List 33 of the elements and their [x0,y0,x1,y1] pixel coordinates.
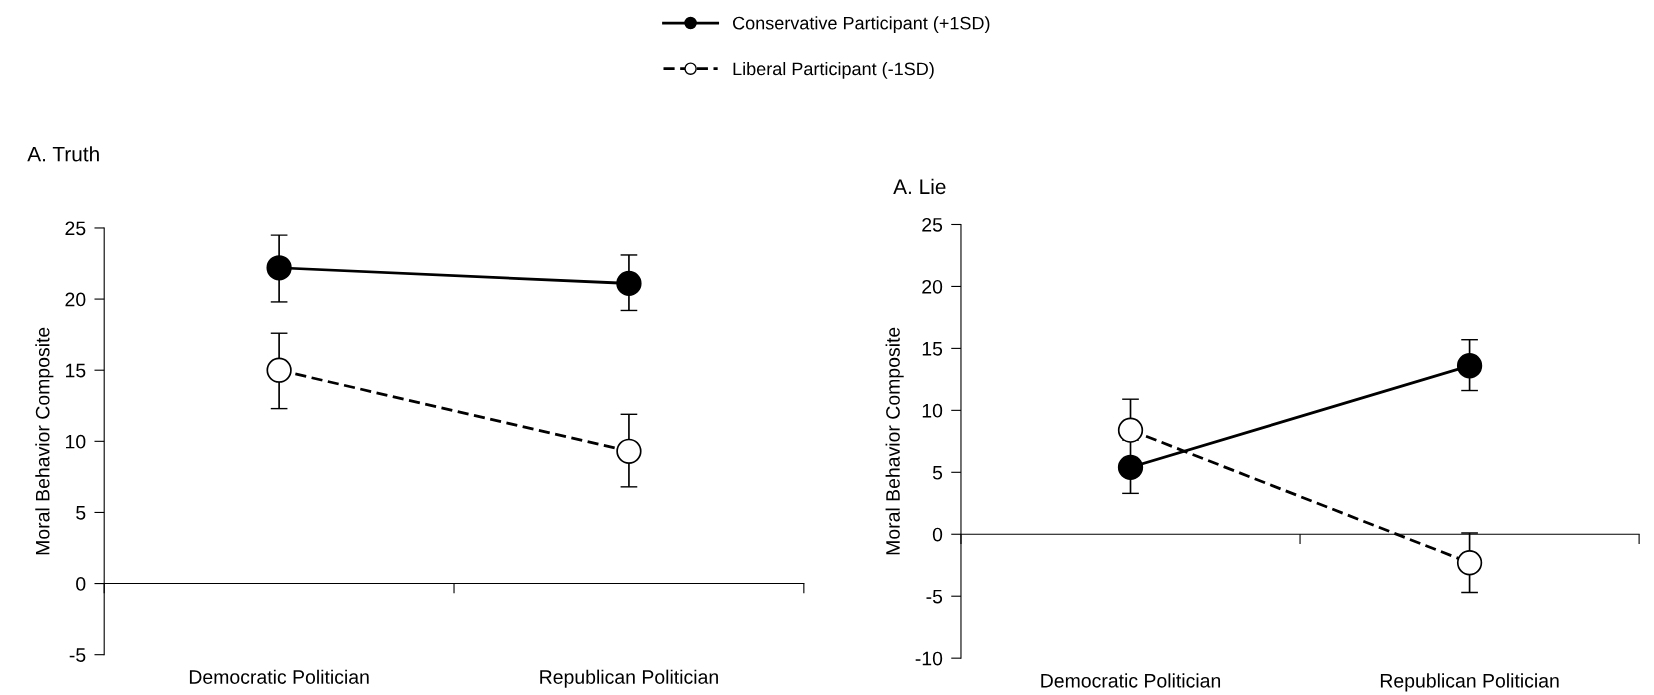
point [1117,417,1144,443]
x-tick-label: Republican Politician [1380,673,1559,692]
y-tick-label: -10 [915,651,943,666]
y-tick-label: 25 [65,221,86,236]
y-axis-title: Moral Behavior Composite [885,327,904,555]
point [266,357,292,383]
y-axis-title: Moral Behavior Composite [35,327,54,555]
y-tick-label: 5 [76,506,86,520]
chart-title: A. Lie [893,178,946,195]
y-tick-label: 0 [932,527,943,542]
y-tick-label: 15 [66,363,86,378]
point [1117,454,1144,480]
y-tick-label: 10 [922,403,943,418]
x-tick-label: Democratic Politician [1041,673,1221,688]
x-tick-label: Democratic Politician [189,669,369,684]
y-tick-label: 0 [76,577,86,591]
chart-title: A. Truth [27,146,99,162]
x-tick-label: Republican Politician [540,669,718,688]
legend-label: Conservative Participant (+1SD) [733,16,990,34]
y-tick-label: 10 [66,434,86,449]
point [616,438,642,464]
legend-label: Liberal Participant (-1SD) [733,61,934,79]
y-tick-label: 25 [922,217,943,232]
y-tick-label: -5 [926,589,943,604]
point [1456,353,1483,379]
point [616,270,642,297]
point [266,255,292,281]
y-tick-label: 15 [922,342,943,356]
y-tick-label: 5 [932,465,943,480]
y-tick-label: -5 [69,648,86,662]
y-tick-label: 20 [922,279,943,294]
y-tick-label: 20 [65,292,86,307]
point [1456,550,1483,576]
